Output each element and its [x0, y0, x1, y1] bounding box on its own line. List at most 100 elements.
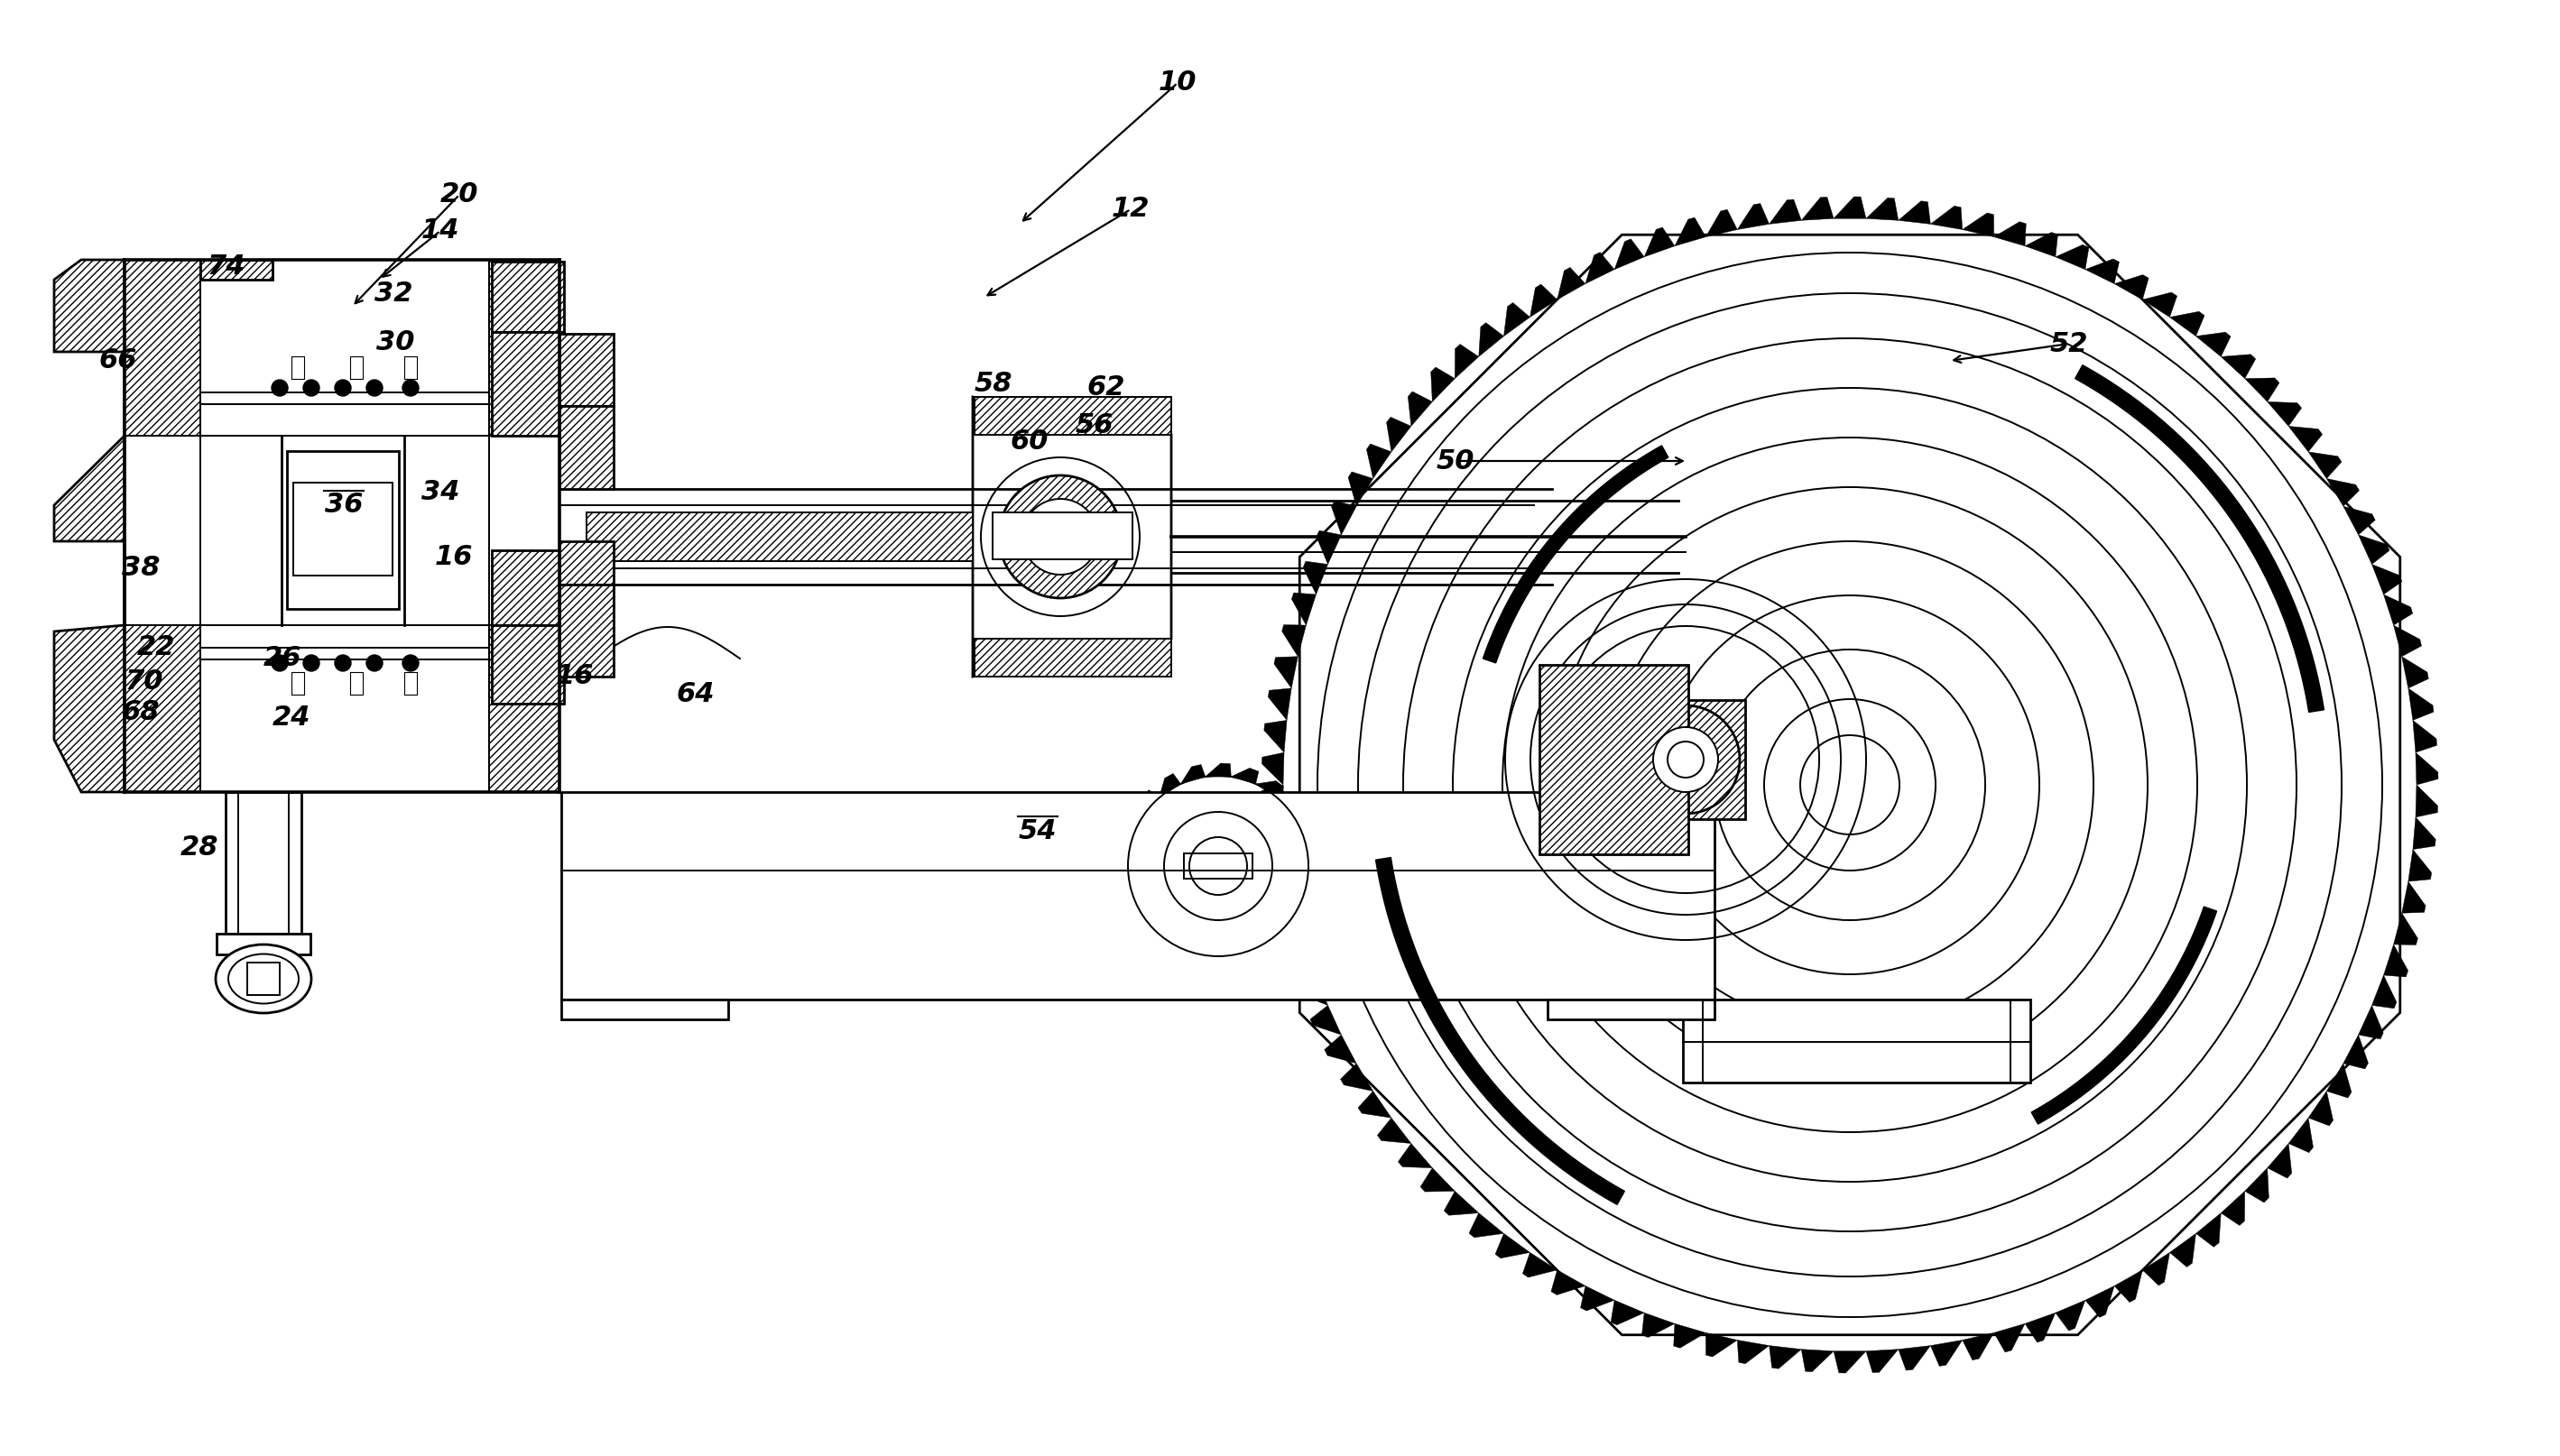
Polygon shape [2245, 1168, 2268, 1203]
Circle shape [1667, 741, 1702, 778]
Polygon shape [1398, 1143, 1434, 1168]
Polygon shape [1705, 1332, 1738, 1357]
Polygon shape [1316, 530, 1341, 565]
Text: 74: 74 [207, 253, 246, 280]
Text: 14: 14 [422, 218, 461, 245]
Polygon shape [1206, 763, 1231, 776]
Bar [993, 513, 1132, 559]
Polygon shape [1377, 1118, 1411, 1143]
Polygon shape [1265, 721, 1288, 753]
Bar [561, 792, 1715, 999]
Polygon shape [1277, 913, 1306, 945]
Polygon shape [54, 259, 125, 792]
Polygon shape [1134, 914, 1160, 935]
Text: 64: 64 [676, 681, 714, 708]
Text: 52: 52 [2051, 331, 2089, 357]
Polygon shape [1930, 1340, 1964, 1366]
Text: 34: 34 [422, 479, 461, 505]
Text: 10: 10 [1160, 70, 1196, 96]
Polygon shape [2056, 1300, 2086, 1331]
Polygon shape [1964, 1332, 1994, 1360]
Polygon shape [1454, 344, 1480, 379]
Polygon shape [1615, 239, 1644, 269]
Polygon shape [2414, 721, 2437, 753]
Text: 56: 56 [1075, 412, 1114, 438]
Polygon shape [2268, 1143, 2291, 1178]
Polygon shape [2371, 565, 2401, 594]
Polygon shape [2401, 881, 2427, 913]
Bar [561, 542, 614, 584]
Polygon shape [1349, 472, 1372, 507]
Polygon shape [2289, 427, 2322, 451]
Polygon shape [1964, 213, 1994, 237]
Polygon shape [1324, 1035, 1357, 1063]
Polygon shape [2358, 534, 2388, 565]
Polygon shape [1833, 1351, 1866, 1373]
Circle shape [402, 380, 420, 396]
Polygon shape [1303, 562, 1329, 594]
Polygon shape [2025, 233, 2058, 256]
Polygon shape [2033, 907, 2217, 1124]
Polygon shape [1408, 392, 1434, 427]
Polygon shape [1116, 866, 1132, 891]
Polygon shape [1262, 817, 1288, 849]
Polygon shape [1267, 689, 1290, 721]
Bar [1626, 700, 1746, 820]
Text: 66: 66 [100, 348, 138, 374]
Bar [561, 406, 614, 489]
Polygon shape [2342, 1035, 2368, 1069]
Bar [492, 550, 563, 625]
Polygon shape [1802, 1350, 1833, 1372]
Text: 50: 50 [1436, 448, 1475, 475]
Polygon shape [2086, 1286, 2115, 1318]
Polygon shape [1469, 1213, 1503, 1238]
Bar [561, 333, 614, 406]
Polygon shape [2342, 507, 2376, 534]
Polygon shape [2025, 1313, 2056, 1342]
Bar [586, 513, 973, 561]
Polygon shape [2115, 1270, 2143, 1302]
Polygon shape [1231, 769, 1260, 783]
Polygon shape [1930, 205, 1964, 230]
Circle shape [302, 655, 320, 671]
Polygon shape [1585, 252, 1615, 284]
Bar [225, 792, 302, 933]
Polygon shape [1254, 935, 1277, 958]
Text: 28: 28 [179, 834, 218, 860]
Polygon shape [2327, 1063, 2353, 1098]
Polygon shape [1738, 1340, 1769, 1364]
Polygon shape [2417, 785, 2437, 817]
Polygon shape [1152, 935, 1180, 951]
Circle shape [335, 655, 351, 671]
Polygon shape [973, 397, 1172, 677]
Bar [489, 625, 561, 792]
Text: 54: 54 [1019, 818, 1057, 844]
Polygon shape [1674, 217, 1705, 246]
Polygon shape [1503, 303, 1531, 336]
Polygon shape [2143, 1252, 2171, 1286]
Polygon shape [1206, 955, 1231, 968]
Text: 16: 16 [556, 664, 594, 690]
Polygon shape [1126, 812, 1142, 840]
Polygon shape [2245, 379, 2278, 402]
Polygon shape [1551, 1270, 1585, 1294]
Polygon shape [1121, 891, 1142, 914]
Polygon shape [1705, 210, 1738, 237]
Polygon shape [1802, 197, 1833, 220]
Polygon shape [1769, 199, 1802, 224]
Bar [125, 259, 200, 435]
Polygon shape [1277, 914, 1295, 942]
Polygon shape [2222, 1191, 2245, 1226]
Polygon shape [2383, 594, 2412, 625]
Bar [489, 259, 561, 435]
Circle shape [1021, 499, 1098, 575]
Polygon shape [2409, 849, 2432, 881]
Polygon shape [1178, 948, 1206, 964]
Bar [492, 625, 563, 703]
Polygon shape [1272, 881, 1298, 913]
Polygon shape [2414, 817, 2435, 849]
Bar [561, 584, 614, 677]
Circle shape [998, 476, 1121, 598]
Text: 24: 24 [271, 705, 310, 731]
Text: 32: 32 [374, 281, 412, 307]
